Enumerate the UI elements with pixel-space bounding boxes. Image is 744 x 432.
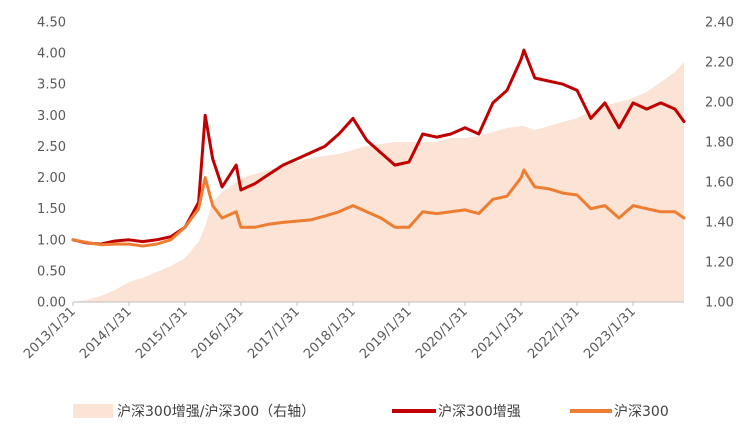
legend-swatch-ratio bbox=[73, 404, 113, 418]
x-tick-label: 2022/1/31 bbox=[525, 304, 583, 362]
x-tick-label: 2016/1/31 bbox=[189, 304, 247, 362]
right-tick-label: 1.00 bbox=[705, 296, 734, 311]
left-tick-label: 2.50 bbox=[37, 140, 66, 155]
line-series-layer bbox=[71, 48, 686, 248]
left-tick-label: 1.50 bbox=[37, 202, 66, 217]
x-tick-label: 2013/1/31 bbox=[21, 304, 79, 362]
right-tick-label: 1.20 bbox=[705, 256, 734, 271]
line-series-index bbox=[71, 168, 686, 248]
left-tick-label: 3.00 bbox=[37, 109, 66, 124]
legend: 沪深300增强/沪深300（右轴） 沪深300增强 沪深300 bbox=[73, 404, 669, 420]
legend-label-index: 沪深300 bbox=[614, 404, 669, 420]
left-tick-label: 3.50 bbox=[37, 78, 66, 93]
x-tick-label: 2014/1/31 bbox=[77, 304, 135, 362]
x-tick-label: 2020/1/31 bbox=[413, 304, 471, 362]
left-tick-label: 0.50 bbox=[37, 264, 66, 279]
area-series-layer bbox=[73, 62, 684, 302]
x-tick-label: 2019/1/31 bbox=[357, 304, 415, 362]
legend-label-enhanced: 沪深300增强 bbox=[438, 404, 521, 420]
right-axis-ticks: 1.00 1.20 1.40 1.60 1.80 2.00 2.20 2.40 bbox=[705, 16, 734, 311]
left-tick-label: 0.00 bbox=[37, 296, 66, 311]
right-tick-label: 2.00 bbox=[705, 96, 734, 111]
right-tick-label: 1.80 bbox=[705, 136, 734, 151]
left-tick-label: 4.50 bbox=[37, 16, 66, 31]
left-axis-ticks: 0.00 0.50 1.00 1.50 2.00 2.50 3.00 3.50 4.00 4.50 bbox=[37, 16, 66, 311]
legend-label-ratio: 沪深300增强/沪深300（右轴） bbox=[117, 404, 315, 420]
right-tick-label: 1.40 bbox=[705, 216, 734, 231]
x-tick-label: 2017/1/31 bbox=[245, 304, 303, 362]
left-tick-label: 4.00 bbox=[37, 47, 66, 62]
area-series-ratio bbox=[73, 62, 684, 302]
left-tick-label: 1.00 bbox=[37, 233, 66, 248]
x-axis-ticks: 2013/1/312014/1/312015/1/312016/1/312017… bbox=[21, 302, 639, 362]
right-tick-label: 1.60 bbox=[705, 176, 734, 191]
x-tick-label: 2015/1/31 bbox=[133, 304, 191, 362]
x-tick-label: 2023/1/31 bbox=[581, 304, 639, 362]
right-tick-label: 2.20 bbox=[705, 56, 734, 71]
right-tick-label: 2.40 bbox=[705, 16, 734, 31]
left-tick-label: 2.00 bbox=[37, 171, 66, 186]
x-tick-label: 2021/1/31 bbox=[469, 304, 527, 362]
x-tick-label: 2018/1/31 bbox=[301, 304, 359, 362]
